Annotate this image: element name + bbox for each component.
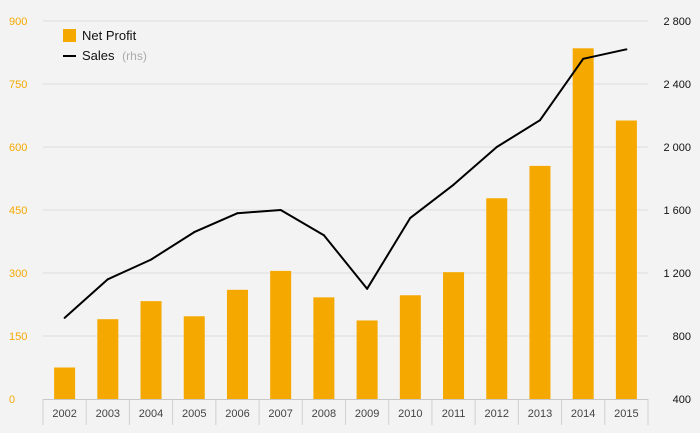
x-tick-label: 2014 — [571, 408, 595, 420]
bar-net-profit-2010 — [399, 295, 421, 399]
sales-point-2007 — [279, 209, 282, 211]
sales-line — [63, 48, 627, 319]
legend-label-sales-suffix: (rhs) — [122, 49, 147, 63]
y-right-tick-label: 2 000 — [663, 142, 691, 154]
legend-label-net-profit: Net Profit — [82, 28, 137, 43]
sales-point-2002 — [63, 316, 66, 319]
y-right-tick-label: 400 — [673, 394, 691, 406]
bar-net-profit-2013 — [529, 165, 551, 399]
bar-net-profit-2009 — [356, 320, 378, 399]
bar-net-profit-2015 — [615, 120, 637, 399]
y-right-tick-label: 800 — [673, 331, 691, 343]
bar-net-profit-2004 — [140, 301, 162, 399]
y-right-tick-label: 2 800 — [663, 16, 691, 28]
y-right-tick-label: 1 600 — [663, 205, 691, 217]
x-tick-label: 2012 — [485, 408, 509, 420]
x-tick-label: 2009 — [355, 408, 379, 420]
y-left-tick-label: 600 — [9, 142, 27, 154]
y-left-tick-label: 450 — [9, 205, 27, 217]
bar-net-profit-2008 — [313, 297, 335, 399]
x-tick-label: 2015 — [614, 408, 638, 420]
bar-net-profit-2012 — [486, 198, 508, 399]
bar-net-profit-2003 — [97, 319, 119, 399]
x-tick-label: 2010 — [398, 408, 422, 420]
y-left-tick-label: 300 — [9, 268, 27, 280]
sales-point-2011 — [452, 183, 455, 186]
bar-net-profit-2005 — [183, 316, 205, 399]
y-left-tick-label: 0 — [9, 394, 15, 406]
y-left-tick-label: 900 — [9, 16, 27, 28]
x-tick-label: 2004 — [139, 408, 163, 420]
x-tick-label: 2013 — [528, 408, 552, 420]
sales-point-2012 — [495, 146, 498, 148]
sales-point-2006 — [236, 212, 239, 215]
legend-label-sales-main: Sales — [82, 48, 115, 63]
y-left-tick-label: 150 — [9, 331, 27, 343]
sales-point-2003 — [106, 278, 109, 281]
legend-swatch-net-profit — [63, 29, 76, 42]
y-right-tick-label: 1 200 — [663, 268, 691, 280]
legend-label-sales: Sales (rhs) — [82, 48, 147, 63]
line-series — [63, 48, 628, 319]
y-left-tick-label: 750 — [9, 79, 27, 91]
x-tick-label: 2011 — [442, 408, 466, 420]
y-right-tick-label: 2 400 — [663, 79, 691, 91]
bar-net-profit-2006 — [226, 289, 248, 399]
x-tick-label: 2005 — [182, 408, 206, 420]
x-tick-label: 2006 — [225, 408, 249, 420]
sales-point-2013 — [538, 119, 541, 122]
axes: 0 150 300 450 600 750 900 400 800 1 200 1 600 2 000… — [9, 16, 691, 425]
x-tick-label: 2002 — [52, 408, 76, 420]
sales-point-2008 — [322, 234, 325, 237]
sales-point-2015 — [625, 48, 628, 51]
sales-point-2010 — [409, 216, 412, 219]
sales-point-2009 — [366, 287, 369, 290]
x-tick-label: 2007 — [268, 408, 292, 420]
bar-series — [54, 48, 637, 400]
x-tick-label: 2003 — [96, 408, 120, 420]
sales-point-2004 — [150, 258, 153, 261]
sales-point-2014 — [582, 57, 585, 60]
sales-point-2005 — [193, 231, 196, 234]
gridlines — [43, 20, 648, 337]
bar-net-profit-2011 — [443, 272, 465, 399]
bar-net-profit-2014 — [572, 48, 594, 400]
legend: Net Profit Sales (rhs) — [63, 28, 147, 63]
bar-net-profit-2007 — [270, 270, 292, 399]
x-tick-label: 2008 — [312, 408, 336, 420]
bar-net-profit-2002 — [54, 367, 76, 399]
